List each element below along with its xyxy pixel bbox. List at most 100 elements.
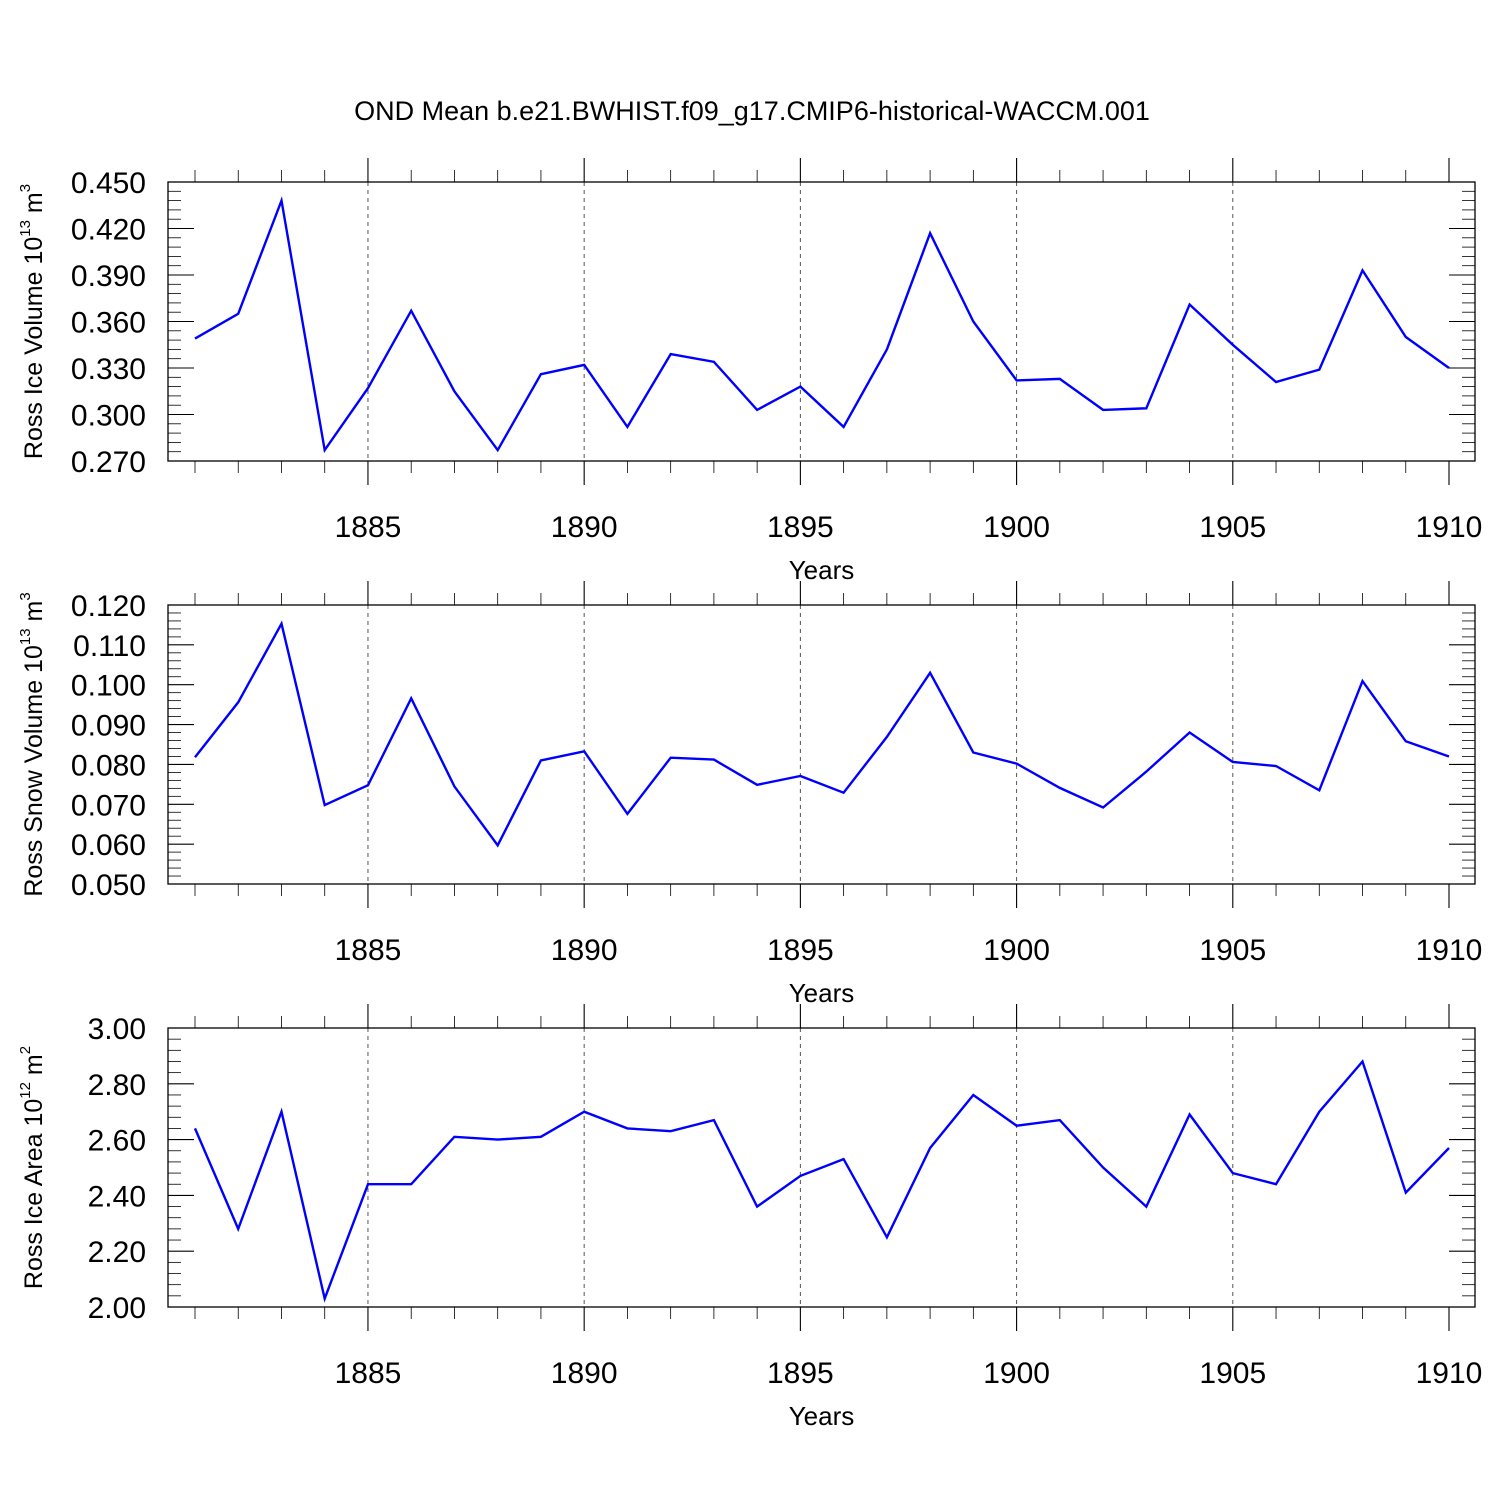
- y-axis-label: Ross Snow Volume 1013 m3: [17, 592, 48, 896]
- data-point: [1058, 786, 1062, 790]
- x-tick-label: 1885: [335, 511, 402, 544]
- data-point: [496, 1138, 500, 1142]
- x-tick-label: 1910: [1416, 1357, 1483, 1390]
- y-axis-label-exponent: 13: [17, 220, 34, 237]
- y-axis-label-text: Ross Ice Area 10: [20, 1099, 48, 1289]
- x-tick-label: 1910: [1416, 511, 1483, 544]
- data-point: [539, 372, 543, 376]
- data-point: [885, 347, 889, 351]
- data-point: [1101, 805, 1105, 809]
- series-line: [193, 1059, 1450, 1303]
- data-point: [798, 1174, 802, 1178]
- data-point: [366, 386, 370, 390]
- data-point: [1404, 335, 1408, 339]
- x-axis-label: Years: [789, 978, 855, 1008]
- data-point: [539, 758, 543, 762]
- x-tick-label: 1905: [1199, 1357, 1266, 1390]
- data-point: [1447, 1146, 1451, 1150]
- x-axis-label: Years: [789, 555, 855, 585]
- y-tick-label: 2.00: [88, 1292, 146, 1325]
- y-tick-label: 2.20: [88, 1236, 146, 1269]
- x-axis-label: Years: [789, 1401, 855, 1431]
- data-point: [669, 1129, 673, 1133]
- y-tick-label: 0.090: [71, 710, 146, 743]
- y-tick-label: 3.00: [88, 1013, 146, 1046]
- data-point: [798, 385, 802, 389]
- data-point: [236, 1227, 240, 1231]
- y-axis-label-unit-exponent: 3: [17, 592, 34, 600]
- data-point: [1015, 378, 1019, 382]
- data-point: [193, 755, 197, 759]
- data-point: [1144, 1205, 1148, 1209]
- data-point: [539, 1135, 543, 1139]
- data-point: [669, 756, 673, 760]
- data-point: [1231, 760, 1235, 764]
- data-point: [1188, 302, 1192, 306]
- y-tick-label: 0.060: [71, 829, 146, 862]
- data-point: [1404, 739, 1408, 743]
- x-tick-label: 1900: [983, 511, 1050, 544]
- y-tick-label: 0.050: [71, 869, 146, 902]
- data-point: [1404, 1191, 1408, 1195]
- data-point: [279, 1110, 283, 1114]
- data-point: [582, 363, 586, 367]
- y-axis-label: Ross Ice Volume 1013 m3: [17, 184, 48, 459]
- y-tick-label: 0.330: [71, 353, 146, 386]
- data-point: [1361, 679, 1365, 683]
- x-tick-label: 1900: [983, 1357, 1050, 1390]
- series-line: [194, 620, 1450, 848]
- y-tick-label: 2.80: [88, 1069, 146, 1102]
- x-tick-label: 1900: [983, 934, 1050, 967]
- data-point: [452, 784, 456, 788]
- data-point: [1188, 1112, 1192, 1116]
- x-tick-label: 1890: [551, 511, 618, 544]
- data-point: [625, 1126, 629, 1130]
- data-point: [712, 1118, 716, 1122]
- panels: 1885 1890 1895 1900 1905 1910 0.270 0.300 0.330 0…: [17, 158, 1482, 1431]
- data-point: [1274, 1182, 1278, 1186]
- data-point: [712, 360, 716, 364]
- x-tick-label: 1895: [767, 511, 834, 544]
- y-axis-label-exponent: 13: [17, 628, 34, 645]
- data-point: [798, 774, 802, 778]
- data-point: [1361, 268, 1365, 272]
- data-point: [971, 320, 975, 324]
- data-point: [409, 309, 413, 313]
- data-point: [409, 696, 413, 700]
- y-axis-label-text: Ross Snow Volume 10: [20, 645, 48, 897]
- data-point: [193, 1126, 197, 1130]
- y-axis-label-text: Ross Ice Volume 10: [20, 237, 48, 459]
- data-point: [236, 700, 240, 704]
- data-point: [625, 425, 629, 429]
- plot-frame: [167, 604, 1476, 885]
- y-axis-label-unit-exponent: 3: [17, 184, 34, 192]
- series-line: [194, 196, 1450, 454]
- data-point: [1317, 368, 1321, 372]
- data-point: [1015, 1124, 1019, 1128]
- data-point: [1231, 343, 1235, 347]
- data-point: [323, 448, 327, 452]
- x-tick-label: 1905: [1199, 934, 1266, 967]
- data-point: [366, 783, 370, 787]
- data-point: [1058, 1118, 1062, 1122]
- data-point: [842, 791, 846, 795]
- x-tick-label: 1910: [1416, 934, 1483, 967]
- data-point: [323, 1297, 327, 1301]
- data-point: [755, 783, 759, 787]
- data-point: [452, 1135, 456, 1139]
- x-tick-label: 1895: [767, 1357, 834, 1390]
- data-point: [1317, 788, 1321, 792]
- data-point: [971, 750, 975, 754]
- y-tick-label: 2.60: [88, 1125, 146, 1158]
- data-point: [496, 843, 500, 847]
- y-axis-label-unit: m: [20, 1054, 48, 1082]
- y-tick-label: 0.120: [71, 590, 146, 623]
- data-point: [279, 622, 283, 626]
- data-point: [842, 1157, 846, 1161]
- data-point: [1144, 406, 1148, 410]
- data-point: [1274, 764, 1278, 768]
- figure-title: OND Mean b.e21.BWHIST.f09_g17.CMIP6-hist…: [354, 96, 1150, 126]
- data-point: [928, 231, 932, 235]
- data-point: [1144, 770, 1148, 774]
